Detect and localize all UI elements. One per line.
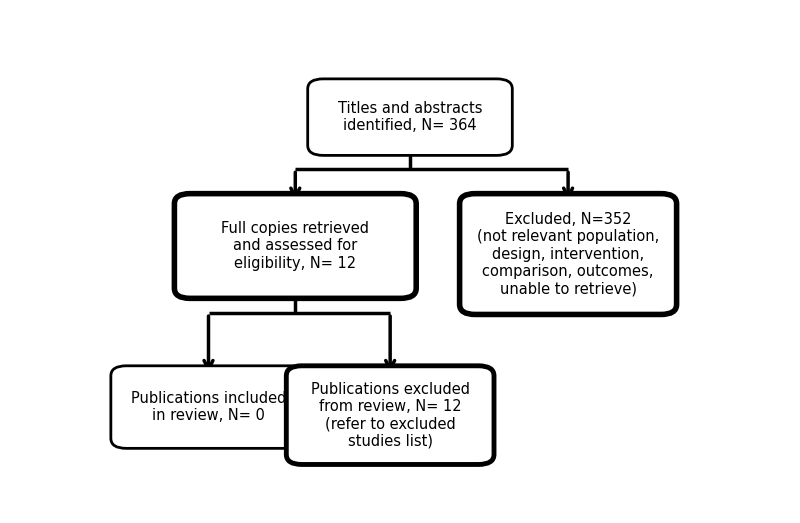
Text: Excluded, N=352
(not relevant population,
design, intervention,
comparison, outc: Excluded, N=352 (not relevant population… xyxy=(477,212,659,297)
Text: Publications excluded
from review, N= 12
(refer to excluded
studies list): Publications excluded from review, N= 12… xyxy=(310,382,470,449)
Text: Titles and abstracts
identified, N= 364: Titles and abstracts identified, N= 364 xyxy=(338,101,482,133)
FancyBboxPatch shape xyxy=(459,194,677,314)
Text: Publications included
in review, N= 0: Publications included in review, N= 0 xyxy=(131,391,286,423)
FancyBboxPatch shape xyxy=(308,79,512,155)
FancyBboxPatch shape xyxy=(174,194,416,298)
Text: Full copies retrieved
and assessed for
eligibility, N= 12: Full copies retrieved and assessed for e… xyxy=(222,221,370,271)
FancyBboxPatch shape xyxy=(111,366,306,448)
FancyBboxPatch shape xyxy=(286,366,494,464)
